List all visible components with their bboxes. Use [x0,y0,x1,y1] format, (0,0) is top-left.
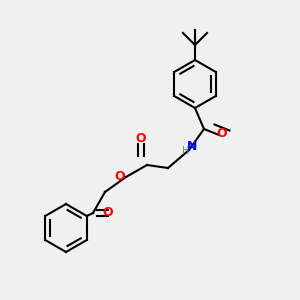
Text: O: O [136,131,146,145]
Text: H: H [182,146,190,157]
Text: O: O [217,127,227,140]
Text: O: O [103,206,113,220]
Text: N: N [187,140,197,154]
Text: O: O [115,170,125,184]
